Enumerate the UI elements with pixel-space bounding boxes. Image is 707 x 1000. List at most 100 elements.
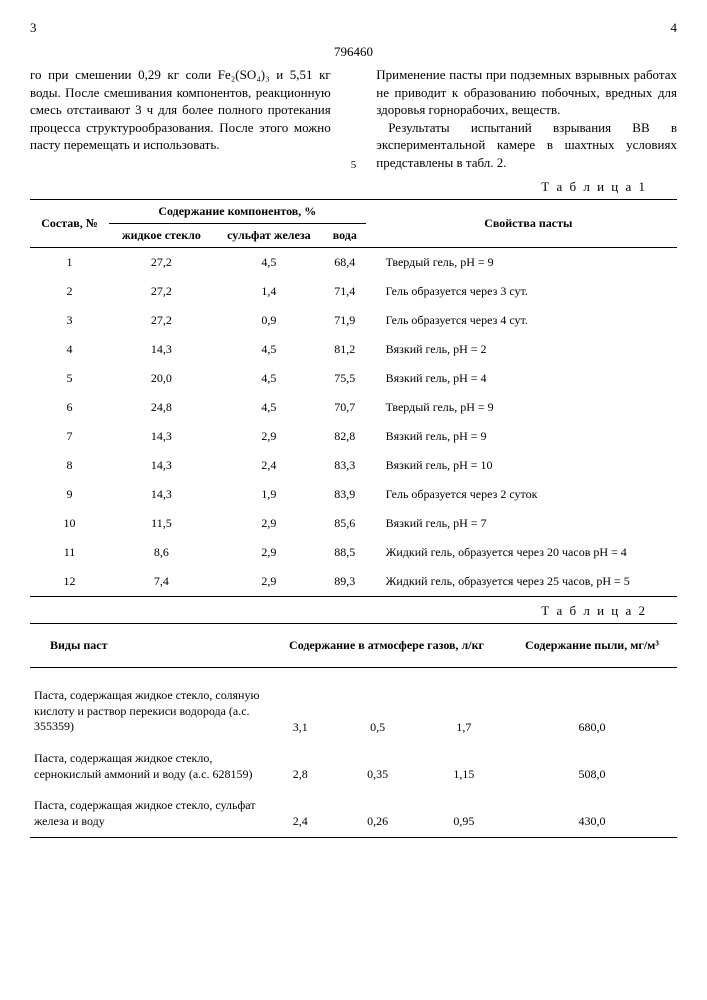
cell-v1: 3,1	[266, 668, 334, 743]
cell-v2: 0,35	[334, 743, 420, 790]
cell-props: Гель образуется через 2 суток	[366, 480, 677, 509]
cell-b: 0,9	[214, 306, 324, 335]
cell-c: 68,4	[324, 248, 366, 278]
table1-head-c1: жидкое стекло	[109, 224, 214, 248]
table-1: Состав, № Содержание компонентов, % Свой…	[30, 199, 677, 597]
page-right-num: 4	[671, 20, 678, 36]
cell-a: 7,4	[109, 567, 214, 597]
table2-head-pastes: Виды паст	[30, 624, 266, 668]
line-marker: 5	[351, 159, 357, 171]
page-left-num: 3	[30, 20, 37, 36]
cell-a: 24,8	[109, 393, 214, 422]
table2-label: Т а б л и ц а 2	[30, 603, 647, 619]
table-row: 714,32,982,8Вязкий гель, pH = 9	[30, 422, 677, 451]
cell-a: 14,3	[109, 480, 214, 509]
cell-a: 14,3	[109, 451, 214, 480]
cell-c: 70,7	[324, 393, 366, 422]
table1-head-c3: вода	[324, 224, 366, 248]
cell-c: 71,9	[324, 306, 366, 335]
cell-n: 8	[30, 451, 109, 480]
right-paragraph-2: Результаты испытаний взрывания ВВ в эксп…	[376, 119, 677, 172]
table2-head-dust: Содержание пыли, мг/м³	[507, 624, 677, 668]
cell-dust: 508,0	[507, 743, 677, 790]
cell-props: Твердый гель, pH = 9	[366, 248, 677, 278]
cell-c: 81,2	[324, 335, 366, 364]
cell-c: 83,3	[324, 451, 366, 480]
page-header: 3 4	[30, 20, 677, 36]
cell-n: 2	[30, 277, 109, 306]
cell-b: 4,5	[214, 364, 324, 393]
cell-b: 2,9	[214, 538, 324, 567]
table-row: 414,34,581,2Вязкий гель, pH = 2	[30, 335, 677, 364]
table-row: 327,20,971,9Гель образуется через 4 сут.	[30, 306, 677, 335]
cell-c: 83,9	[324, 480, 366, 509]
cell-n: 12	[30, 567, 109, 597]
cell-n: 5	[30, 364, 109, 393]
cell-c: 89,3	[324, 567, 366, 597]
cell-n: 10	[30, 509, 109, 538]
cell-a: 27,2	[109, 277, 214, 306]
cell-n: 6	[30, 393, 109, 422]
cell-v3: 1,7	[421, 668, 507, 743]
table-row: 914,31,983,9Гель образуется через 2 суто…	[30, 480, 677, 509]
table-row: 624,84,570,7Твердый гель, pH = 9	[30, 393, 677, 422]
cell-b: 2,9	[214, 509, 324, 538]
cell-props: Твердый гель, pH = 9	[366, 393, 677, 422]
cell-c: 88,5	[324, 538, 366, 567]
table-row: 227,21,471,4Гель образуется через 3 сут.	[30, 277, 677, 306]
table1-head-props: Свойства пасты	[366, 200, 677, 248]
table2-head-gases: Содержание в атмосфере газов, л/кг	[266, 624, 507, 668]
table1-head-c2: сульфат железа	[214, 224, 324, 248]
table-row: Паста, содержащая жидкое стекло, сульфат…	[30, 790, 677, 838]
cell-props: Жидкий гель, образуется через 25 часов, …	[366, 567, 677, 597]
cell-props: Вязкий гель, pH = 7	[366, 509, 677, 538]
cell-n: 9	[30, 480, 109, 509]
cell-n: 4	[30, 335, 109, 364]
cell-a: 14,3	[109, 422, 214, 451]
cell-v3: 1,15	[421, 743, 507, 790]
table1-head-components-group: Содержание компонентов, %	[109, 200, 366, 224]
cell-c: 82,8	[324, 422, 366, 451]
cell-props: Вязкий гель, pH = 2	[366, 335, 677, 364]
table-row: 127,24,568,4Твердый гель, pH = 9	[30, 248, 677, 278]
cell-n: 11	[30, 538, 109, 567]
cell-desc: Паста, содержащая жидкое стекло, серноки…	[30, 743, 266, 790]
right-column: Применение пасты при подземных взрывных …	[376, 66, 677, 171]
cell-v1: 2,8	[266, 743, 334, 790]
table-row: 814,32,483,3Вязкий гель, pH = 10	[30, 451, 677, 480]
table-row: 127,42,989,3Жидкий гель, образуется чере…	[30, 567, 677, 597]
cell-b: 4,5	[214, 335, 324, 364]
cell-a: 20,0	[109, 364, 214, 393]
table-2: Виды паст Содержание в атмосфере газов, …	[30, 623, 677, 838]
cell-b: 1,4	[214, 277, 324, 306]
cell-a: 27,2	[109, 306, 214, 335]
table1-head-composition: Состав, №	[30, 200, 109, 248]
cell-dust: 680,0	[507, 668, 677, 743]
cell-props: Жидкий гель, образуется через 20 часов p…	[366, 538, 677, 567]
cell-props: Вязкий гель, pH = 4	[366, 364, 677, 393]
cell-c: 75,5	[324, 364, 366, 393]
cell-v1: 2,4	[266, 790, 334, 838]
cell-dust: 430,0	[507, 790, 677, 838]
cell-v2: 0,26	[334, 790, 420, 838]
doc-number: 796460	[30, 44, 677, 60]
cell-a: 14,3	[109, 335, 214, 364]
left-paragraph: го при смешении 0,29 кг соли Fe₂(SO₄)₃ и…	[30, 67, 331, 152]
cell-b: 2,4	[214, 451, 324, 480]
cell-props: Гель образуется через 4 сут.	[366, 306, 677, 335]
cell-c: 85,6	[324, 509, 366, 538]
cell-a: 11,5	[109, 509, 214, 538]
cell-b: 2,9	[214, 567, 324, 597]
table1-label: Т а б л и ц а 1	[30, 179, 647, 195]
left-column: го при смешении 0,29 кг соли Fe₂(SO₄)₃ и…	[30, 66, 331, 171]
cell-b: 2,9	[214, 422, 324, 451]
cell-props: Вязкий гель, pH = 9	[366, 422, 677, 451]
table-row: Паста, содержащая жидкое стекло, соляную…	[30, 668, 677, 743]
cell-a: 8,6	[109, 538, 214, 567]
cell-props: Вязкий гель, pH = 10	[366, 451, 677, 480]
table-row: Паста, содержащая жидкое стекло, серноки…	[30, 743, 677, 790]
table-row: 1011,52,985,6Вязкий гель, pH = 7	[30, 509, 677, 538]
cell-v3: 0,95	[421, 790, 507, 838]
cell-b: 4,5	[214, 248, 324, 278]
cell-v2: 0,5	[334, 668, 420, 743]
